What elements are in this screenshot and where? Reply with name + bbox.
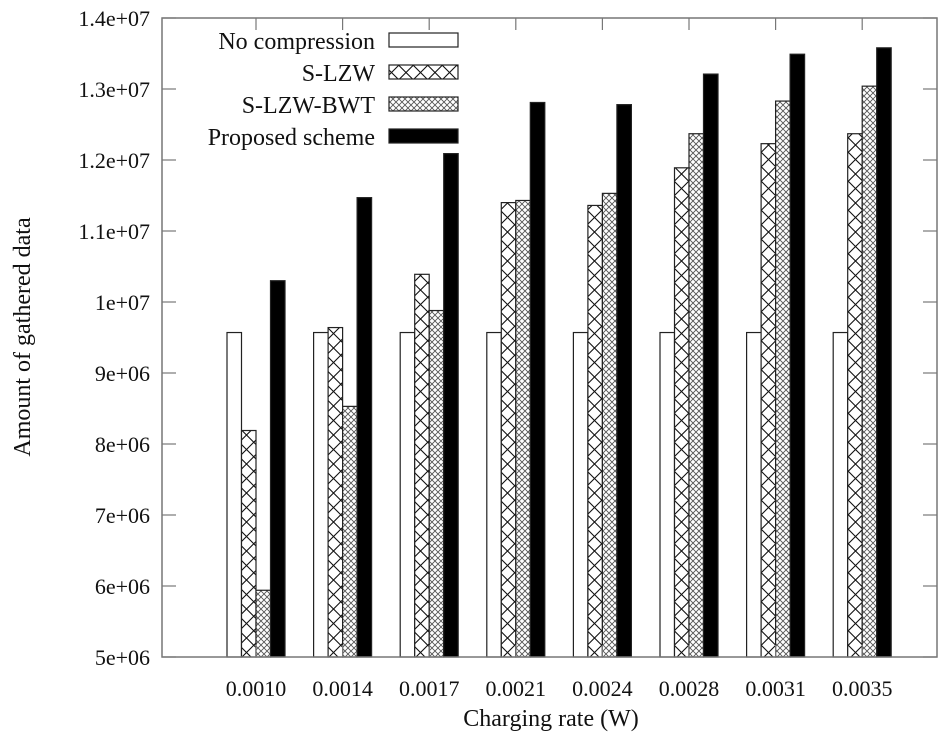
bar-s-lzw — [587, 204, 604, 658]
bar-no-compression — [832, 331, 849, 658]
bar-proposed-scheme — [529, 101, 546, 658]
legend-label: Proposed scheme — [208, 125, 375, 151]
bar-s-lzw — [760, 143, 777, 658]
x-tick-label: 0.0017 — [399, 676, 460, 701]
bar-proposed-scheme — [269, 280, 286, 658]
y-tick-label: 7e+06 — [95, 503, 150, 528]
bar-no-compression — [745, 331, 762, 658]
x-tick-label: 0.0035 — [832, 676, 893, 701]
y-tick-label: 1.2e+07 — [78, 148, 150, 173]
bar-s-lzw-bwt — [255, 589, 272, 658]
bar-s-lzw-bwt — [861, 85, 878, 658]
y-tick-label: 8e+06 — [95, 432, 150, 457]
bar-proposed-scheme — [356, 197, 373, 658]
y-tick-label: 1.4e+07 — [78, 6, 150, 31]
legend-label: S-LZW-BWT — [242, 93, 376, 119]
bar-no-compression — [572, 331, 589, 658]
bar-s-lzw — [847, 133, 863, 658]
bar-proposed-scheme — [789, 53, 806, 658]
legend-swatch — [388, 32, 459, 48]
bar-no-compression — [226, 331, 243, 658]
x-tick-label: 0.0031 — [745, 676, 806, 701]
bar-s-lzw-bwt — [774, 100, 791, 658]
y-tick-label: 1.1e+07 — [78, 219, 150, 244]
legend-label: S-LZW — [302, 61, 376, 87]
bar-s-lzw — [414, 273, 430, 658]
plot-frame — [161, 17, 938, 658]
y-tick-label: 1e+07 — [95, 290, 150, 315]
x-tick-label: 0.0010 — [226, 676, 287, 701]
y-tick-label: 6e+06 — [95, 574, 150, 599]
bar-proposed-scheme — [616, 104, 633, 658]
bar-s-lzw-bwt — [515, 199, 531, 658]
bar-s-lzw-bwt — [342, 405, 358, 658]
bar-s-lzw-bwt — [601, 192, 618, 658]
bar-s-lzw — [673, 167, 690, 658]
y-tick-label: 5e+06 — [95, 645, 150, 670]
legend: No compression S-LZW S-LZW-BWT Proposed sch… — [208, 29, 459, 151]
bar-proposed-scheme — [702, 73, 719, 658]
bar-no-compression — [399, 331, 416, 658]
x-tick-label: 0.0028 — [659, 676, 720, 701]
bars — [226, 47, 892, 658]
bar-no-compression — [313, 331, 329, 658]
bar-no-compression — [486, 331, 502, 658]
x-tick-label: 0.0014 — [312, 676, 373, 701]
bar-s-lzw — [500, 202, 517, 658]
bar-s-lzw-bwt — [428, 309, 445, 658]
bar-s-lzw — [240, 429, 257, 658]
y-tick-label: 9e+06 — [95, 361, 150, 386]
legend-swatch — [388, 128, 459, 144]
x-tick-label: 0.0024 — [572, 676, 633, 701]
x-axis: 0.0010 0.0014 0.0017 0.0021 0.0024 0.0028 0.00… — [226, 18, 893, 701]
x-tick-label: 0.0021 — [486, 676, 547, 701]
bar-s-lzw — [327, 326, 344, 658]
legend-label: No compression — [218, 29, 375, 55]
x-axis-title: Charging rate (W) — [463, 706, 639, 732]
bar-proposed-scheme — [876, 47, 892, 658]
legend-swatch — [388, 96, 459, 112]
bar-s-lzw-bwt — [688, 133, 705, 658]
y-axis: 5e+06 6e+06 7e+06 8e+06 9e+06 1e+07 1.1e+07 1.2… — [78, 6, 937, 670]
bar-no-compression — [659, 331, 676, 658]
y-tick-label: 1.3e+07 — [78, 77, 150, 102]
legend-swatch — [388, 64, 459, 80]
y-axis-title: Amount of gathered data — [10, 217, 36, 457]
bar-proposed-scheme — [443, 153, 459, 658]
